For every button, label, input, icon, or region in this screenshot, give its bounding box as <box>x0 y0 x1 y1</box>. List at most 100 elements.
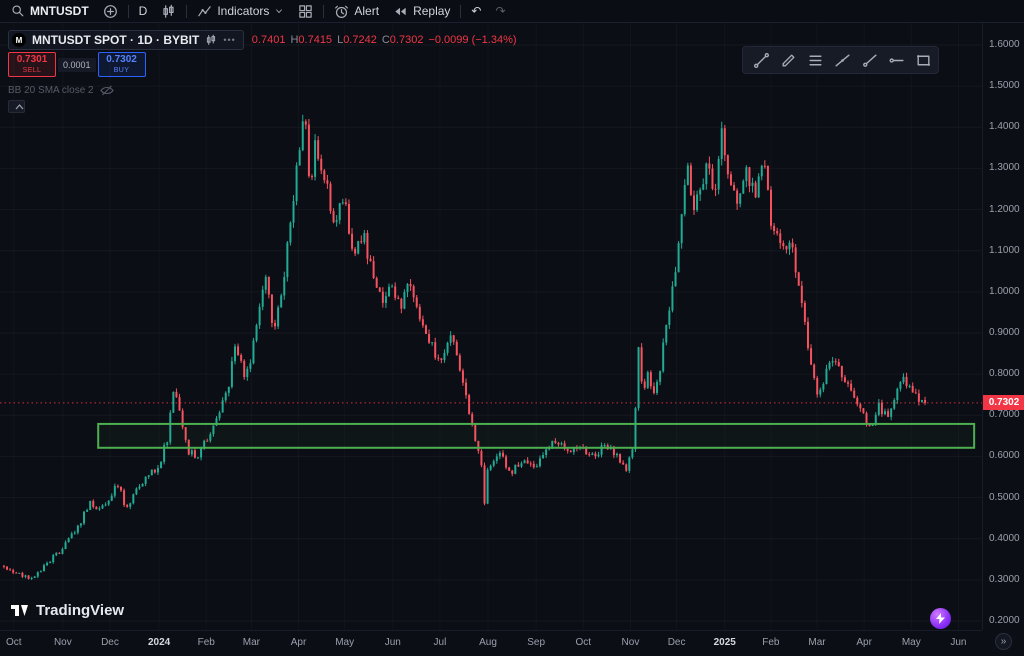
price-tick: 1.2000 <box>989 203 1020 215</box>
toolbar-separator <box>186 4 188 18</box>
rectangle-drawing[interactable] <box>97 422 976 449</box>
current-price-label: 0.7302 <box>983 395 1024 411</box>
time-tick: Oct <box>575 637 592 648</box>
double-chevron-right-icon: » <box>1000 636 1007 647</box>
interval-button[interactable]: D <box>132 0 155 23</box>
spread-value: 0.0001 <box>58 57 96 72</box>
undo-icon: ↶ <box>471 4 482 18</box>
price-tick: 1.1000 <box>989 244 1020 256</box>
time-tick: Dec <box>667 637 686 648</box>
chart-type-icon[interactable] <box>205 34 217 46</box>
low-value: 0.7242 <box>343 34 377 46</box>
compare-add-button[interactable] <box>96 0 125 23</box>
chart-grid <box>0 44 982 622</box>
replay-label: Replay <box>413 4 451 18</box>
indicators-label: Indicators <box>217 4 270 18</box>
alarm-clock-icon <box>335 5 349 18</box>
go-to-realtime-button[interactable]: » <box>995 633 1012 650</box>
price-axis[interactable]: 0.7302 1.6000 1.5000 1.4000 1.3000 1.2000 1.1… <box>982 23 1024 630</box>
change-value: −0.0099 (−1.34%) <box>428 34 517 46</box>
chevron-down-icon <box>276 9 283 13</box>
toolbar-separator <box>460 4 462 18</box>
horizontal-ray-tool[interactable] <box>882 49 907 71</box>
symbol-logo: M <box>12 33 26 47</box>
redo-icon: ↷ <box>495 4 506 18</box>
symbol-search-button[interactable]: MNTUSDT <box>4 0 96 23</box>
low-label: L <box>337 34 344 46</box>
price-tick: 0.4000 <box>989 532 1020 544</box>
price-tick: 0.2000 <box>989 615 1020 626</box>
parallel-channel-tool[interactable] <box>801 49 826 71</box>
boost-button[interactable] <box>930 608 951 629</box>
time-tick: Jun <box>384 637 401 648</box>
indicators-button[interactable]: Indicators <box>190 0 291 23</box>
extended-line-icon <box>835 53 850 67</box>
sell-button[interactable]: 0.7301 SELL <box>8 52 56 77</box>
collapse-legend-button[interactable] <box>8 100 25 113</box>
tradingview-logo-text: TradingView <box>36 602 125 619</box>
indicators-icon <box>198 5 212 16</box>
close-label: C <box>381 34 390 46</box>
symbol-search-label: MNTUSDT <box>30 4 89 18</box>
legend-menu-icon[interactable]: ••• <box>223 35 236 45</box>
time-tick: Dec <box>101 637 119 648</box>
time-tick: 2024 <box>147 637 171 648</box>
indicator-legend[interactable]: BB 20 SMA close 2 <box>8 85 114 96</box>
time-tick: Feb <box>762 637 780 648</box>
order-widget: 0.7301 SELL 0.0001 0.7302 BUY <box>8 52 146 77</box>
brush-tool[interactable] <box>774 49 799 71</box>
price-tick: 1.5000 <box>989 80 1020 92</box>
time-tick: Nov <box>621 637 640 648</box>
layout-grid-button[interactable] <box>291 0 320 23</box>
grid-layout-icon <box>299 4 313 18</box>
horizontal-ray-icon <box>889 57 904 63</box>
chevron-up-icon <box>15 103 24 109</box>
time-axis[interactable]: Oct Nov Dec 2024 Feb Mar Apr May Jun Jul Aug Sep Oct… <box>0 630 982 656</box>
eye-off-icon[interactable] <box>99 85 114 96</box>
price-tick: 1.3000 <box>989 162 1020 174</box>
close-value: 0.7302 <box>389 34 424 46</box>
buy-button[interactable]: 0.7302 BUY <box>97 52 146 77</box>
parallel-channel-icon <box>809 55 822 65</box>
rectangle-tool[interactable] <box>909 49 934 71</box>
chart-style-button[interactable] <box>154 0 183 23</box>
ray-tool[interactable] <box>855 49 880 71</box>
price-tick: 0.3000 <box>989 573 1020 585</box>
time-tick: Aug <box>479 637 497 648</box>
time-tick: May <box>901 637 921 648</box>
alert-button[interactable]: Alert <box>327 0 386 23</box>
time-tick: Apr <box>856 637 872 648</box>
undo-button[interactable]: ↶ <box>464 0 488 23</box>
time-tick: Jun <box>950 637 967 648</box>
price-tick: 0.7000 <box>989 409 1020 421</box>
ohlc-values: 0.7401 H0.7415 L0.7242 C0.7302 −0.0099 (… <box>252 34 517 46</box>
high-label: H <box>290 34 299 46</box>
time-tick: Nov <box>53 637 72 648</box>
price-tick: 0.8000 <box>989 368 1020 380</box>
replay-button[interactable]: Replay <box>386 0 457 23</box>
open-value: 0.7401 <box>251 34 286 46</box>
chart-legend: M MNTUSDT SPOT · 1D · BYBIT ••• 0.7401 H… <box>8 30 517 50</box>
alert-label: Alert <box>354 4 380 18</box>
lightning-icon <box>936 613 945 624</box>
tradingview-logo[interactable]: TradingView <box>10 601 124 620</box>
time-tick: 2025 <box>713 637 736 648</box>
trend-line-tool[interactable] <box>747 49 772 71</box>
extended-line-tool[interactable] <box>828 49 853 71</box>
trend-line-icon <box>754 52 769 68</box>
time-tick: Mar <box>808 637 826 648</box>
symbol-title: MNTUSDT SPOT · 1D · BYBIT <box>32 33 200 47</box>
symbol-legend[interactable]: M MNTUSDT SPOT · 1D · BYBIT ••• <box>8 30 244 50</box>
toolbar-separator <box>127 4 129 18</box>
toolbar-separator <box>323 4 325 18</box>
redo-button[interactable]: ↷ <box>488 0 512 23</box>
sell-label: SELL <box>22 67 42 74</box>
time-tick: Mar <box>242 637 260 648</box>
interval-label: D <box>138 4 148 18</box>
candlestick-style-icon <box>163 4 174 18</box>
price-tick: 1.4000 <box>989 121 1020 133</box>
sell-price: 0.7301 <box>16 54 48 65</box>
high-value: 0.7415 <box>298 34 333 46</box>
price-chart[interactable] <box>0 23 982 630</box>
